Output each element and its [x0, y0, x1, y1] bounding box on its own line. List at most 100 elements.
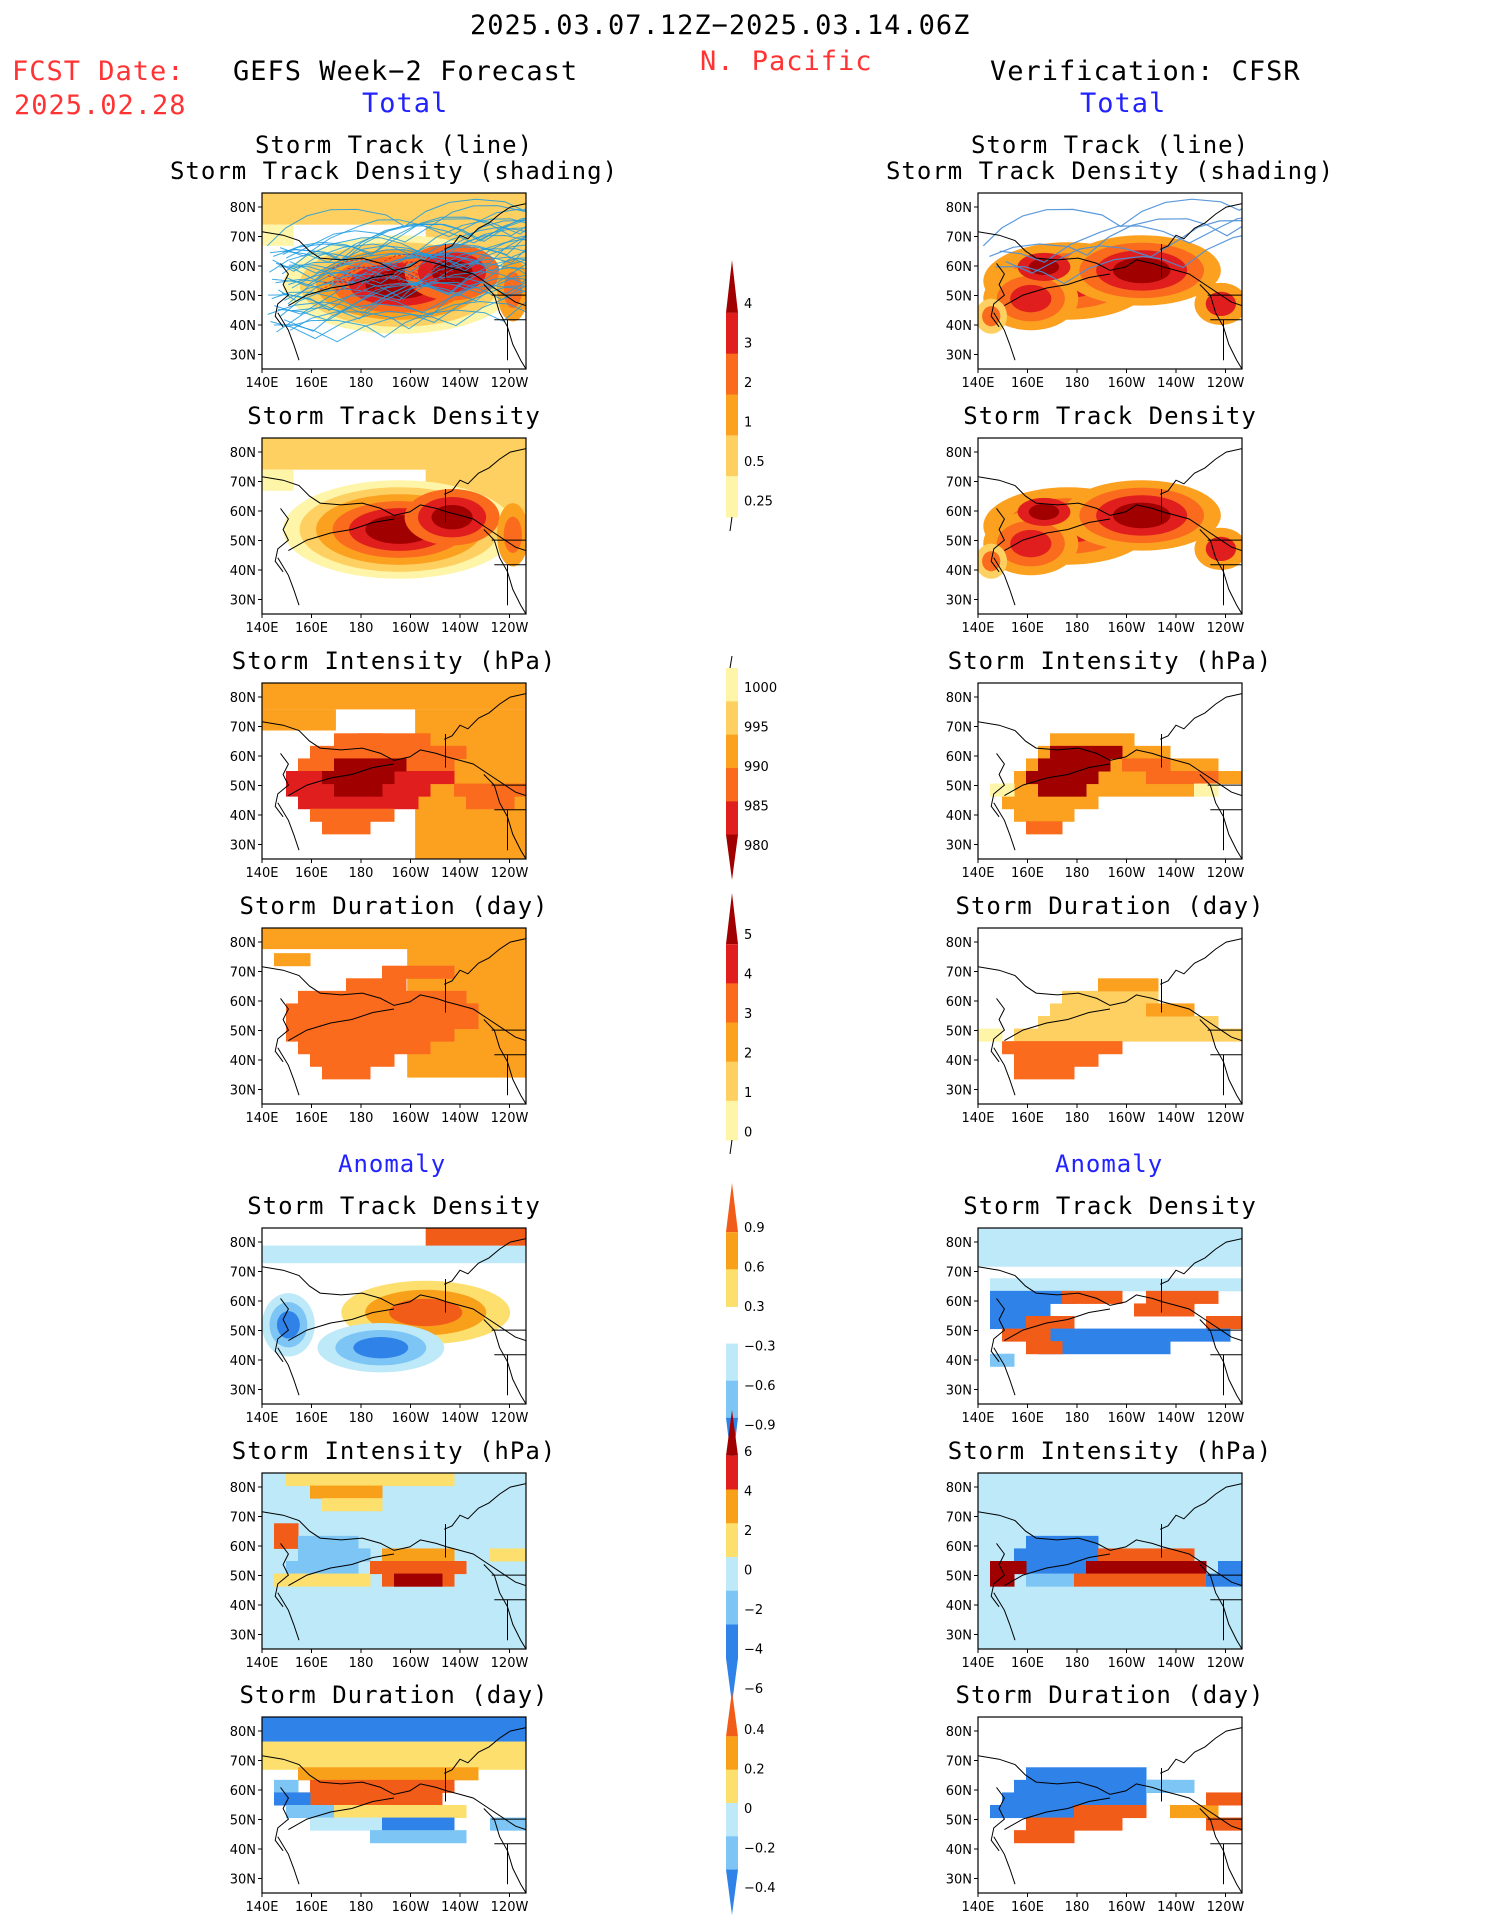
lat-tick-label: 30N [946, 839, 972, 854]
map-panel: 80N 70N 60N 50N 40N 30N 140E 160E 180 160W 140W 120… [946, 1716, 1245, 1915]
lon-tick-label: 160E [295, 1411, 328, 1426]
colorbar-label: 0 [744, 1802, 752, 1817]
lat-tick-label: 50N [946, 1814, 972, 1829]
lat-tick-label: 50N [230, 1814, 256, 1829]
lat-tick-label: 30N [230, 839, 256, 854]
map-frame [261, 192, 527, 370]
lon-tick-label: 120W [491, 621, 529, 636]
lat-tick-label: 60N [946, 505, 972, 520]
colorbar-label: 3 [744, 337, 752, 352]
lat-tick-label: 80N [946, 1236, 972, 1251]
lon-tick-label: 120W [491, 376, 529, 391]
lat-tick-label: 50N [946, 1025, 972, 1040]
lon-tick-label: 160W [1108, 376, 1146, 391]
lon-tick-label: 180 [1065, 376, 1090, 391]
lat-tick-label: 40N [946, 1599, 972, 1614]
colorbar-label: 990 [744, 760, 769, 775]
lat-tick-label: 40N [230, 564, 256, 579]
map-panel: 80N 70N 60N 50N 40N 30N 140E 160E 180 160W 140W 120… [946, 1227, 1245, 1426]
coastline [978, 448, 1242, 614]
colorbar-label: 4 [744, 968, 752, 983]
colorbar-intensity: 1000 995 990 985 980 [726, 655, 777, 880]
lat-tick-label: 40N [230, 1599, 256, 1614]
lat-tick-label: 70N [230, 966, 256, 981]
colorbar-label: −2 [744, 1603, 763, 1618]
lon-tick-label: 180 [1065, 1111, 1090, 1126]
map-panel: 80N 70N 60N 50N 40N 30N 140E 160E 180 160W 140W 120… [230, 927, 528, 1126]
lon-tick-label: 160E [1011, 376, 1044, 391]
coastline [262, 203, 526, 369]
fcst-date-label: FCST Date: [12, 56, 185, 87]
map-frame [261, 437, 527, 615]
lat-tick-label: 70N [946, 721, 972, 736]
lon-tick-label: 180 [349, 376, 374, 391]
panel-title: Storm Track Density [963, 1192, 1257, 1220]
colorbar-label: 6 [744, 1445, 752, 1460]
lat-tick-label: 70N [230, 1511, 256, 1526]
lon-tick-label: 180 [1065, 1900, 1090, 1915]
panel-title: Storm Track (line) [254, 131, 534, 159]
lat-tick-label: 40N [946, 564, 972, 579]
coastline [262, 938, 526, 1104]
lat-tick-label: 60N [230, 1295, 256, 1310]
lat-tick-label: 70N [230, 1755, 256, 1770]
lon-tick-label: 140E [245, 621, 278, 636]
lon-tick-label: 140E [961, 1656, 994, 1671]
lon-tick-label: 180 [1065, 1656, 1090, 1671]
map-frame [977, 1472, 1243, 1650]
lat-tick-label: 50N [946, 1570, 972, 1585]
lat-tick-label: 80N [230, 446, 256, 461]
colorbar-label: 2 [744, 1047, 752, 1062]
colorbar-label: 0.4 [744, 1723, 765, 1738]
coastline [978, 1238, 1242, 1404]
map-frame [261, 1716, 527, 1894]
lon-tick-label: 120W [491, 1900, 529, 1915]
lat-tick-label: 70N [946, 1266, 972, 1281]
lat-tick-label: 80N [230, 936, 256, 951]
lon-tick-label: 160E [1011, 1900, 1044, 1915]
lat-tick-label: 60N [230, 505, 256, 520]
coastline [978, 693, 1242, 859]
lon-tick-label: 140E [961, 376, 994, 391]
anomaly-label-left: Anomaly [338, 1150, 447, 1178]
lon-tick-label: 160W [1108, 1900, 1146, 1915]
shading-field [978, 480, 1242, 579]
panel-title: Storm Intensity (hPa) [947, 1437, 1273, 1465]
colorbar-label: 3 [744, 1007, 752, 1022]
map-panel: 80N 70N 60N 50N 40N 30N 140E 160E 180 160W 140W 120… [946, 437, 1244, 636]
anomaly-label-right: Anomaly [1055, 1150, 1164, 1178]
lon-tick-label: 160W [392, 1411, 430, 1426]
lon-tick-label: 140E [961, 866, 994, 881]
colorbar-label: 1 [744, 1086, 752, 1101]
colorbar-label: 4 [744, 297, 752, 312]
lon-tick-label: 140W [1157, 1111, 1195, 1126]
lat-tick-label: 70N [230, 231, 256, 246]
lat-tick-label: 80N [230, 691, 256, 706]
lon-tick-label: 120W [1207, 1900, 1245, 1915]
lat-tick-label: 60N [230, 995, 256, 1010]
lon-tick-label: 140W [1157, 1411, 1195, 1426]
panel-title: Storm Track Density (shading) [885, 157, 1335, 185]
colorbar-label: 0.3 [744, 1300, 765, 1315]
lat-tick-label: 70N [946, 476, 972, 491]
lat-tick-label: 80N [946, 201, 972, 216]
lat-tick-label: 40N [230, 809, 256, 824]
shading-field [262, 1717, 526, 1844]
lon-tick-label: 120W [1207, 1411, 1245, 1426]
colorbar-label: 985 [744, 800, 769, 815]
colorbar-label: 2 [744, 376, 752, 391]
panel-title: Storm Intensity (hPa) [947, 647, 1273, 675]
lon-tick-label: 160W [1108, 1656, 1146, 1671]
colorbar-label: −0.3 [744, 1340, 776, 1355]
lon-tick-label: 140E [961, 1411, 994, 1426]
lat-tick-label: 80N [230, 1725, 256, 1740]
lon-tick-label: 140E [961, 621, 994, 636]
lat-tick-label: 40N [946, 1054, 972, 1069]
map-frame [977, 682, 1243, 860]
panel-title: Storm Track Density [247, 1192, 541, 1220]
panel-title: Storm Track Density [247, 402, 541, 430]
lat-tick-label: 50N [946, 290, 972, 305]
map-frame [977, 927, 1243, 1105]
lat-tick-label: 30N [230, 1873, 256, 1888]
lon-tick-label: 120W [1207, 1656, 1245, 1671]
